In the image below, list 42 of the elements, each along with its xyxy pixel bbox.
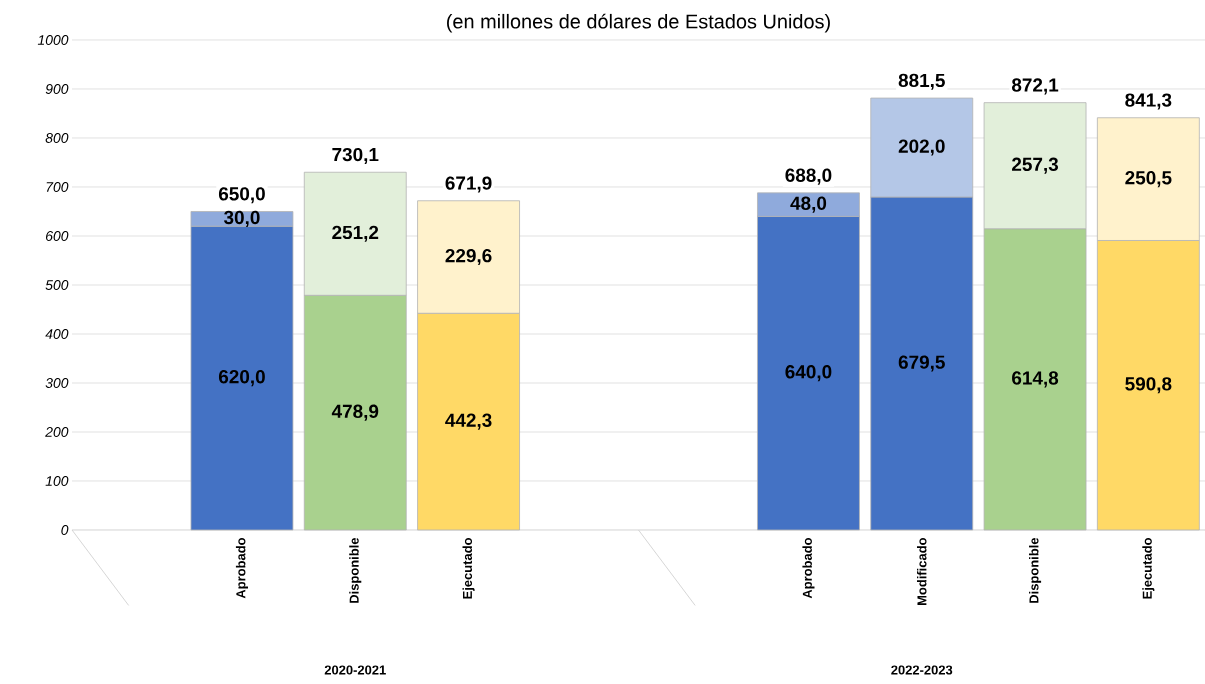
x-tick-label: Disponible <box>349 537 362 603</box>
data-label: 614,8 <box>1012 371 1059 388</box>
total-label: 671,9 <box>445 176 492 193</box>
x-tick-label: Ejecutado <box>462 538 475 599</box>
total-label: 688,0 <box>785 168 832 185</box>
y-tick-label: 1000 <box>37 35 69 45</box>
data-label: 478,9 <box>331 404 379 421</box>
y-tick-label: 300 <box>45 378 69 388</box>
total-label: 650,0 <box>218 187 265 204</box>
y-tick-label: 400 <box>45 329 69 339</box>
data-label: 640,0 <box>785 365 832 382</box>
data-label: 30,0 <box>223 210 260 227</box>
data-label: 251,2 <box>332 225 379 242</box>
y-tick-label: 200 <box>45 427 69 437</box>
text: 2020-2021 <box>324 665 386 675</box>
y-tick-label: 100 <box>45 476 69 486</box>
y-tick-label: 0 <box>61 525 69 535</box>
data-label: 620,0 <box>218 370 265 387</box>
y-tick-label: 600 <box>46 231 69 241</box>
y-tick-label: 800 <box>45 133 69 143</box>
x-tick-label: Ejecutado <box>1142 538 1155 599</box>
total-label: 881,5 <box>898 73 945 90</box>
y-tick-label: 900 <box>45 84 69 94</box>
data-label: 229,6 <box>445 248 492 266</box>
x-tick-label: Aprobado <box>802 538 815 599</box>
data-label: 48,0 <box>790 196 827 213</box>
data-label: 202,0 <box>898 139 945 156</box>
x-tick-label: Aprobado <box>235 538 248 599</box>
data-label: 257,3 <box>1012 157 1059 174</box>
data-label: 679,5 <box>898 355 945 372</box>
total-label: 872,1 <box>1011 78 1059 95</box>
data-label: 250,5 <box>1125 171 1172 188</box>
x-tick-label: Disponible <box>1029 537 1042 603</box>
data-label: 590,8 <box>1125 377 1172 394</box>
y-tick-label: 700 <box>46 182 69 192</box>
text: 2022-2023 <box>891 665 953 675</box>
total-label: 730,1 <box>332 147 379 165</box>
x-tick-label: Modificado <box>916 538 927 605</box>
y-tick-label: 500 <box>45 280 69 290</box>
data-label: 442,3 <box>445 413 492 430</box>
total-label: 841,3 <box>1125 93 1172 110</box>
chart-subtitle: (en millones de dólares de Estados Unidos) <box>447 13 830 33</box>
